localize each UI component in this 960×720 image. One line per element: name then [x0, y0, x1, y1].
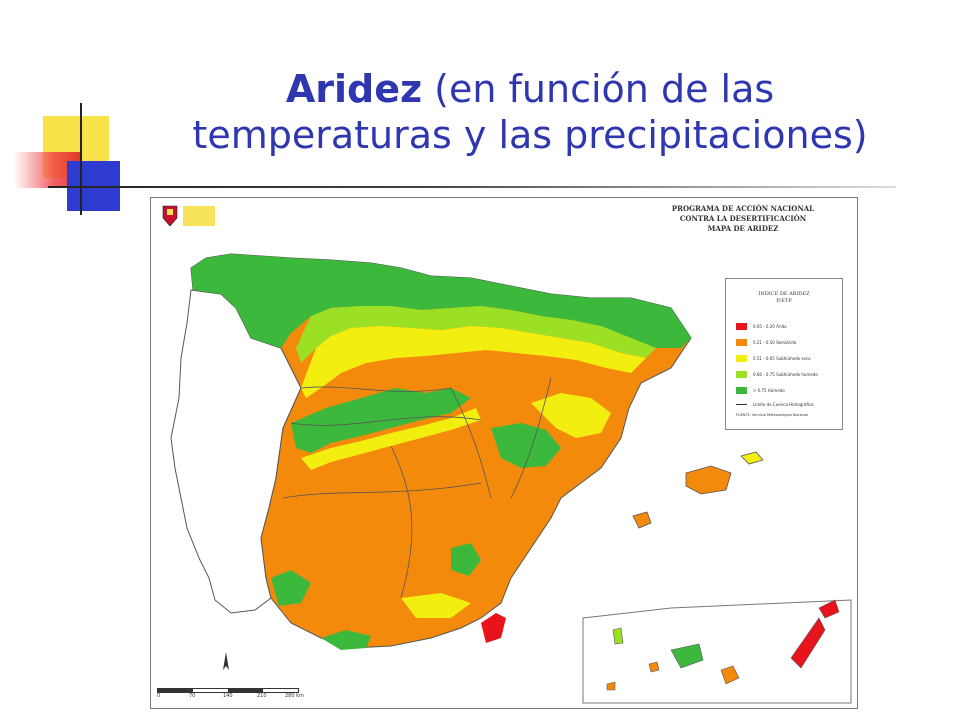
legend-line-basin	[736, 404, 747, 405]
legend-label-humid-subhumid: 0.66 - 0.75 Subhúmedo húmedo	[753, 372, 818, 377]
canary-la-palma	[612, 627, 624, 645]
central-ridge-fringe	[301, 408, 481, 470]
title-rest: (en función de las	[422, 67, 775, 111]
decor-vertical-line	[80, 103, 82, 215]
scale-tick-70: 70	[189, 693, 196, 699]
north-arrow-icon	[223, 652, 229, 670]
scale-tick-140: 140	[223, 693, 233, 699]
east-yellow-zone	[531, 393, 611, 438]
scale-seg-2	[228, 689, 263, 692]
map-header: PROGRAMA DE ACCIÓN NACIONAL CONTRA LA DE…	[643, 204, 843, 234]
legend-item-humid: > 0.75 Húmedo	[736, 387, 836, 395]
legend-label-dry-subhumid: 0.51 - 0.65 Subhúmedo seco	[753, 356, 811, 361]
legend-item-humid-subhumid: 0.66 - 0.75 Subhúmedo húmedo	[736, 371, 836, 379]
slide-title: Aridez (en función de las temperaturas y…	[130, 66, 930, 158]
legend-label-basin: Límite de Cuenca Hidrográfica	[753, 402, 814, 407]
scale-tick-280: 280 km	[285, 693, 304, 699]
canary-lanzarote	[818, 599, 840, 619]
canary-fuerteventura	[790, 617, 826, 669]
aridity-map: PROGRAMA DE ACCIÓN NACIONAL CONTRA LA DE…	[150, 197, 858, 709]
canary-hierro	[606, 681, 616, 691]
subhumid-humid-fringe	[296, 306, 656, 363]
legend-swatch-semiarid	[736, 339, 747, 346]
scale-seg-1	[158, 689, 193, 692]
scale-tick-210: 210	[257, 693, 267, 699]
title-bold: Aridez	[285, 67, 423, 111]
map-legend: ÍNDICE DE ARIDEZ P/ETP 0.05 - 0.20 Árido…	[725, 278, 843, 430]
ibiza	[632, 511, 652, 529]
scale-bar: 0 70 140 210 280 km	[157, 682, 307, 704]
map-canvas	[170, 253, 852, 704]
south-humid-pocket	[271, 570, 311, 606]
canary-tenerife	[670, 643, 704, 669]
legend-source: FUENTE: Servicio Meteorológico Nacional	[736, 413, 809, 417]
scale-bar-track	[157, 688, 299, 693]
legend-swatch-humid-subhumid	[736, 371, 747, 378]
legend-label-humid: > 0.75 Húmedo	[753, 388, 785, 393]
legend-item-dry-subhumid: 0.51 - 0.65 Subhúmedo seco	[736, 355, 836, 363]
south-yellow-band	[401, 593, 471, 618]
south-humid-pocket-2	[321, 630, 371, 650]
coat-of-arms-icon	[162, 205, 178, 227]
header-line-2: CONTRA LA DESERTIFICACIÓN	[679, 214, 807, 223]
legend-label-arid: 0.05 - 0.20 Árido	[753, 324, 787, 329]
header-line-3: MAPA DE ARIDEZ	[707, 224, 779, 233]
andalusia-humid	[451, 543, 481, 576]
legend-swatch-humid	[736, 387, 747, 394]
basin-boundaries	[282, 377, 552, 599]
title-line2: temperaturas y las precipitaciones)	[192, 113, 868, 157]
legend-item-arid: 0.05 - 0.20 Árido	[736, 323, 836, 331]
east-humid-zone	[491, 423, 561, 468]
legend-swatch-arid	[736, 323, 747, 330]
subhumid-dry-band	[301, 326, 646, 398]
legend-title: ÍNDICE DE ARIDEZ P/ETP	[726, 291, 842, 305]
menorca	[740, 451, 764, 465]
canary-gomera	[648, 661, 660, 673]
mallorca	[685, 465, 732, 495]
legend-item-basin-limit: Límite de Cuenca Hidrográfica	[736, 401, 836, 409]
arid-southeast	[481, 613, 506, 643]
title-underline	[48, 186, 896, 188]
legend-swatch-dry-subhumid	[736, 355, 747, 362]
scale-tick-0: 0	[157, 693, 161, 699]
header-line-1: PROGRAMA DE ACCIÓN NACIONAL	[671, 204, 815, 213]
ministry-band	[183, 206, 215, 226]
canary-gran-canaria	[720, 665, 740, 685]
legend-title-1: ÍNDICE DE ARIDEZ	[758, 291, 810, 297]
legend-item-semiarid: 0.21 - 0.50 Semiárido	[736, 339, 836, 347]
ministry-logo	[161, 204, 259, 230]
canary-inset-frame	[582, 599, 852, 704]
legend-label-semiarid: 0.21 - 0.50 Semiárido	[753, 340, 797, 345]
legend-title-2: P/ETP	[776, 298, 792, 304]
humid-north-band	[191, 254, 691, 348]
